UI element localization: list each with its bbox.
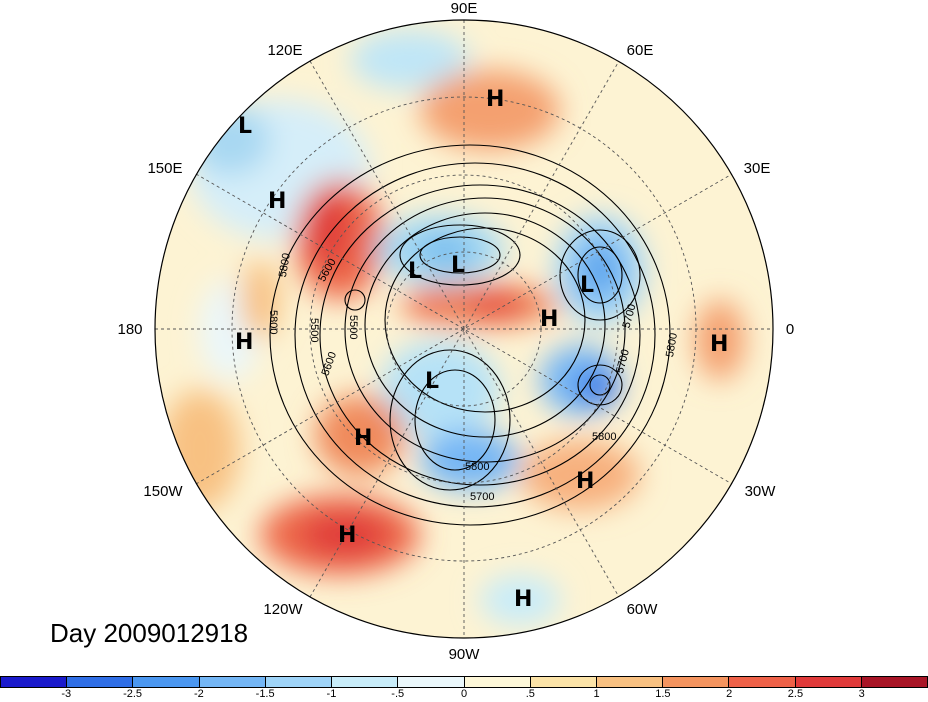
- longitude-labels: 90E 120E 60E 150E 30E 180 0 150W 30W 120…: [117, 0, 794, 663]
- contour-label: 5800: [592, 431, 616, 443]
- low-pressure-marker: L: [238, 114, 252, 139]
- contour-label: 5500: [308, 318, 320, 342]
- colorbar-segment: [530, 676, 597, 688]
- colorbar-tick-label: -1.5: [255, 688, 275, 700]
- map-title: Day 2009012918: [50, 618, 249, 648]
- low-pressure-marker: L: [451, 253, 465, 278]
- colorbar-tick-label: -2.5: [123, 688, 143, 700]
- high-pressure-marker: H: [354, 426, 372, 451]
- low-pressure-marker: L: [425, 369, 439, 394]
- colorbar-tick-label: 0: [460, 688, 468, 700]
- high-pressure-marker: H: [486, 87, 504, 112]
- colorbar-tick-label: 1.5: [655, 688, 671, 700]
- contour-label: 5800: [664, 332, 680, 358]
- colorbar-tick-label: 2.5: [787, 688, 804, 700]
- map-boundary: [154, 19, 774, 639]
- colorbar-tick-labels: -3 -2.5 -2 -1.5 -1 -.5 0 .5 1 1.5 2 2.5 3: [0, 688, 928, 702]
- colorbar-segment: [0, 676, 68, 688]
- high-pressure-marker: H: [576, 469, 594, 494]
- lon-label-90e: 90E: [451, 0, 478, 17]
- lon-label-0: 0: [786, 321, 794, 338]
- colorbar-segment: [332, 676, 399, 688]
- contour-label: 5800: [465, 461, 489, 473]
- colorbar-segment: [596, 676, 664, 688]
- lon-label-150w: 150W: [143, 483, 183, 500]
- colorbar-segment: [67, 676, 134, 688]
- colorbar-segment: [398, 676, 465, 688]
- colorbar-segment: [795, 676, 862, 688]
- high-pressure-marker: H: [235, 330, 253, 355]
- lon-label-120e: 120E: [267, 42, 302, 59]
- contour-label: 5800: [267, 310, 279, 334]
- colorbar-tick-label: -1: [326, 688, 337, 700]
- colorbar-tick-label: -.5: [391, 688, 405, 700]
- lon-label-180: 180: [117, 321, 142, 338]
- low-pressure-marker: L: [580, 273, 594, 298]
- grid-lines: [155, 20, 773, 638]
- colorbar-segment: [663, 676, 730, 688]
- contour-labels: 5800 5600 5800 5500 5600 5500 5800 5700 …: [267, 252, 680, 503]
- lon-label-120w: 120W: [263, 601, 303, 618]
- high-pressure-marker: H: [338, 523, 356, 548]
- colorbar: [0, 676, 928, 690]
- colorbar-tick-label: -2: [193, 688, 204, 700]
- height-contours: [269, 144, 671, 526]
- colorbar-segment: [861, 676, 928, 688]
- colorbar-segment: [464, 676, 531, 688]
- low-pressure-marker: H: [514, 587, 532, 612]
- colorbar-segment: [133, 676, 200, 688]
- colorbar-tick-label: -3: [61, 688, 72, 700]
- lon-label-150e: 150E: [147, 160, 182, 177]
- colorbar-segment: [729, 676, 796, 688]
- low-pressure-marker: L: [408, 259, 422, 284]
- colorbar-tick-label: 2: [726, 688, 733, 700]
- lon-label-60e: 60E: [627, 42, 654, 59]
- colorbar-segment: [265, 676, 333, 688]
- colorbar-tick-label: .5: [525, 688, 535, 700]
- high-pressure-marker: H: [710, 332, 728, 357]
- colorbar-tick-label: 3: [858, 688, 865, 700]
- lon-label-30e: 30E: [744, 160, 771, 177]
- high-pressure-marker: H: [540, 307, 558, 332]
- contour-label: 5500: [347, 315, 359, 339]
- lon-label-90w: 90W: [449, 646, 481, 663]
- lon-label-30w: 30W: [745, 483, 777, 500]
- colorbar-tick-label: 1: [593, 688, 600, 700]
- pressure-center-markers: H L H H L L L H H H L H H H: [235, 87, 728, 612]
- contour-label: 5700: [470, 491, 494, 503]
- high-pressure-marker: H: [268, 189, 286, 214]
- lon-label-60w: 60W: [627, 601, 659, 618]
- colorbar-segment: [199, 676, 266, 688]
- contour-label: 5800: [277, 252, 293, 278]
